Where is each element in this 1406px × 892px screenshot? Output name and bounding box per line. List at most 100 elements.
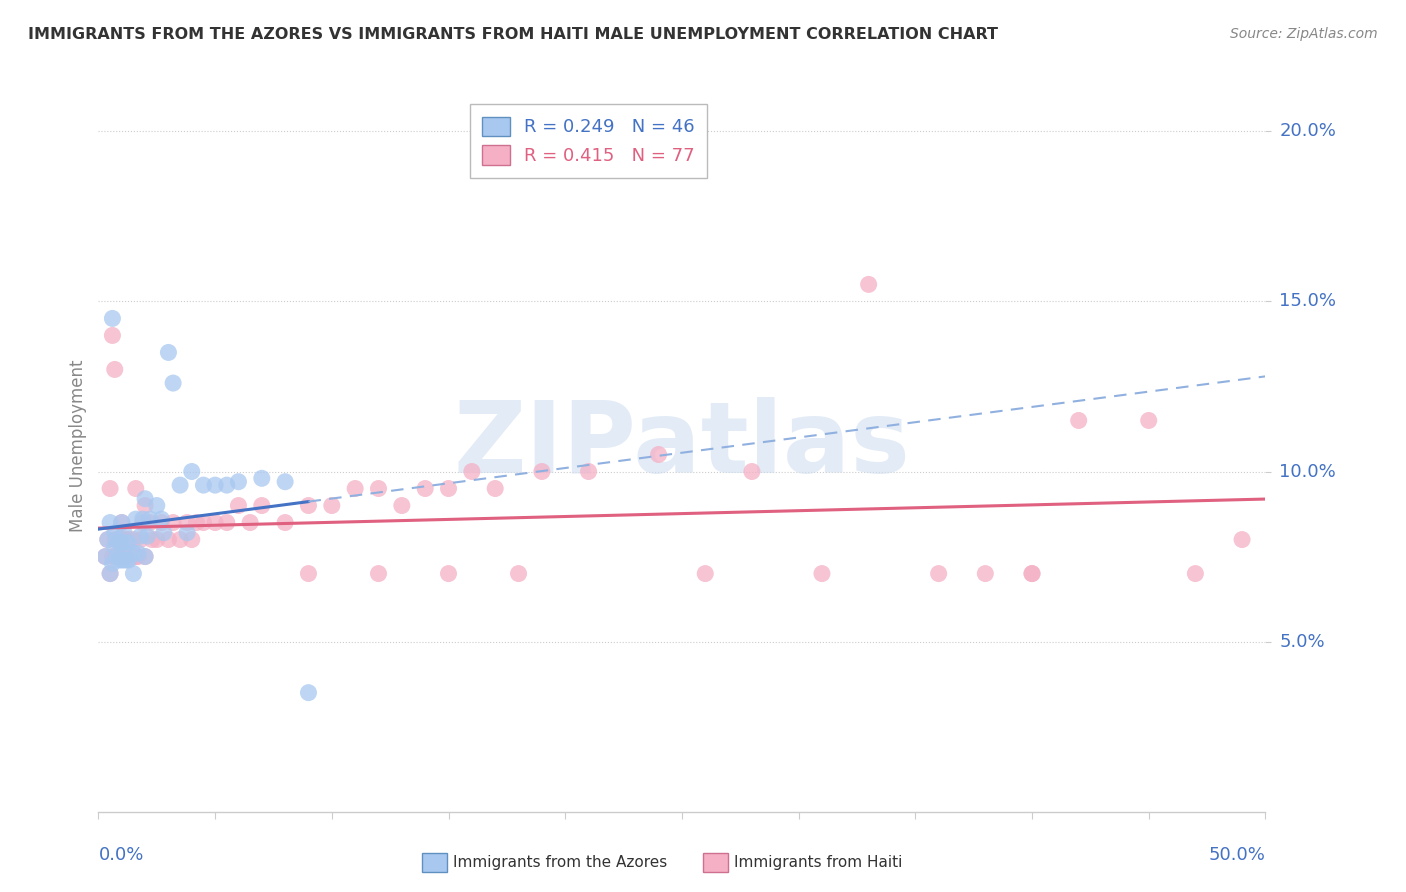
- Point: [98, 566, 121, 581]
- Point: [105, 533, 128, 547]
- Point: [193, 516, 215, 530]
- Point: [180, 465, 202, 479]
- Point: [297, 499, 319, 513]
- Point: [127, 549, 149, 564]
- Text: Immigrants from Haiti: Immigrants from Haiti: [734, 855, 903, 870]
- Point: [98, 516, 121, 530]
- Point: [98, 566, 121, 581]
- Point: [297, 566, 319, 581]
- Point: [108, 549, 131, 564]
- Point: [127, 546, 149, 560]
- Point: [94, 549, 117, 564]
- Point: [101, 328, 124, 343]
- Point: [367, 482, 389, 496]
- Point: [193, 478, 215, 492]
- Point: [413, 482, 436, 496]
- Text: ZIPatlas: ZIPatlas: [454, 398, 910, 494]
- Point: [391, 499, 413, 513]
- Point: [321, 499, 343, 513]
- Point: [228, 475, 250, 489]
- Point: [112, 553, 135, 567]
- Point: [437, 566, 460, 581]
- Point: [122, 546, 145, 560]
- Point: [111, 536, 134, 550]
- Point: [1230, 533, 1253, 547]
- Point: [134, 549, 156, 564]
- Point: [111, 516, 134, 530]
- Text: 0.0%: 0.0%: [98, 847, 143, 864]
- Text: 5.0%: 5.0%: [1279, 632, 1324, 650]
- Point: [150, 512, 173, 526]
- Point: [250, 499, 273, 513]
- Point: [169, 478, 191, 492]
- Point: [162, 516, 184, 530]
- Point: [105, 549, 128, 564]
- Point: [104, 533, 127, 547]
- Point: [97, 533, 120, 547]
- Point: [169, 533, 191, 547]
- Point: [101, 549, 124, 564]
- Point: [146, 533, 169, 547]
- Point: [146, 499, 169, 513]
- Text: IMMIGRANTS FROM THE AZORES VS IMMIGRANTS FROM HAITI MALE UNEMPLOYMENT CORRELATIO: IMMIGRANTS FROM THE AZORES VS IMMIGRANTS…: [28, 27, 998, 42]
- Point: [136, 529, 159, 543]
- Point: [274, 475, 297, 489]
- Point: [647, 448, 669, 462]
- Point: [111, 549, 134, 564]
- Point: [94, 549, 117, 564]
- Point: [1184, 566, 1206, 581]
- Point: [204, 478, 226, 492]
- Point: [228, 499, 250, 513]
- Point: [134, 499, 156, 513]
- Point: [125, 549, 148, 564]
- Point: [105, 533, 128, 547]
- Text: Immigrants from the Azores: Immigrants from the Azores: [453, 855, 666, 870]
- Point: [139, 516, 162, 530]
- Point: [122, 566, 145, 581]
- Point: [186, 516, 208, 530]
- Point: [157, 533, 180, 547]
- Point: [180, 533, 202, 547]
- Point: [152, 525, 174, 540]
- Point: [578, 465, 600, 479]
- Point: [134, 491, 156, 506]
- Point: [1021, 566, 1043, 581]
- Point: [274, 516, 297, 530]
- Point: [120, 549, 142, 564]
- Point: [108, 553, 131, 567]
- Point: [111, 516, 134, 530]
- Point: [108, 536, 131, 550]
- Point: [811, 566, 834, 581]
- Point: [115, 536, 138, 550]
- Point: [105, 549, 128, 564]
- Point: [132, 512, 155, 526]
- Point: [104, 525, 127, 540]
- Point: [695, 566, 717, 581]
- Point: [98, 482, 121, 496]
- Point: [129, 529, 152, 543]
- Text: 20.0%: 20.0%: [1279, 122, 1336, 140]
- Text: Source: ZipAtlas.com: Source: ZipAtlas.com: [1230, 27, 1378, 41]
- Point: [115, 549, 138, 564]
- Point: [122, 549, 145, 564]
- Point: [157, 345, 180, 359]
- Point: [204, 516, 226, 530]
- Point: [134, 549, 156, 564]
- Text: 10.0%: 10.0%: [1279, 463, 1336, 481]
- Point: [118, 549, 141, 564]
- Point: [176, 525, 198, 540]
- Point: [215, 516, 238, 530]
- Point: [250, 471, 273, 485]
- Point: [111, 533, 134, 547]
- Point: [115, 533, 138, 547]
- Point: [129, 533, 152, 547]
- Point: [97, 533, 120, 547]
- Point: [1067, 413, 1090, 427]
- Point: [530, 465, 553, 479]
- Point: [104, 540, 127, 554]
- Legend: R = 0.249   N = 46, R = 0.415   N = 77: R = 0.249 N = 46, R = 0.415 N = 77: [470, 104, 707, 178]
- Point: [367, 566, 389, 581]
- Point: [461, 465, 484, 479]
- Point: [858, 277, 880, 292]
- Text: 50.0%: 50.0%: [1209, 847, 1265, 864]
